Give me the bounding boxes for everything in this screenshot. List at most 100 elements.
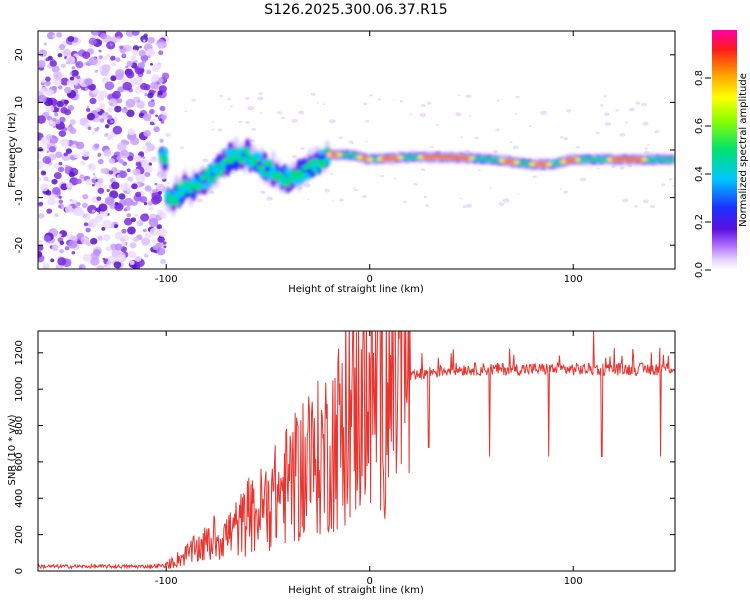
noise-speckle	[88, 57, 98, 66]
noise-speckle	[654, 130, 660, 134]
noise-speckle	[104, 185, 108, 189]
noise-speckle	[226, 97, 232, 101]
noise-speckle	[142, 145, 146, 150]
noise-speckle	[101, 64, 111, 73]
noise-speckle	[133, 155, 142, 163]
noise-speckle	[141, 159, 150, 167]
noise-speckle	[73, 152, 80, 159]
noise-speckle	[517, 193, 520, 195]
noise-speckle	[512, 145, 519, 150]
ridge-blob	[324, 147, 331, 152]
ridge-blob	[247, 156, 254, 161]
noise-speckle	[97, 235, 104, 241]
noise-speckle	[58, 233, 62, 237]
noise-speckle	[65, 55, 76, 65]
noise-speckle	[126, 168, 131, 173]
noise-speckle	[160, 114, 167, 121]
noise-speckle	[159, 105, 166, 112]
colorbar-tick-label: 0.6	[694, 118, 705, 134]
noise-speckle	[144, 171, 151, 178]
noise-speckle	[142, 113, 152, 122]
noise-speckle	[116, 156, 122, 161]
noise-speckle	[421, 103, 426, 107]
noise-speckle	[509, 140, 513, 143]
ridge-blob	[318, 149, 325, 156]
noise-speckle	[64, 109, 72, 116]
noise-speckle	[51, 85, 57, 91]
ridge-hot	[570, 158, 576, 161]
spectrogram-noise	[38, 31, 675, 269]
noise-speckle	[144, 232, 152, 239]
noise-speckle	[496, 99, 500, 102]
noise-speckle	[108, 98, 118, 107]
noise-speckle	[127, 250, 137, 259]
noise-speckle	[532, 175, 537, 178]
noise-speckle	[622, 198, 629, 203]
noise-speckle	[110, 119, 114, 123]
noise-speckle	[69, 76, 75, 81]
noise-speckle	[155, 114, 159, 118]
noise-speckle	[399, 100, 404, 103]
ridge-blob	[284, 181, 291, 187]
noise-speckle	[53, 162, 60, 169]
noise-speckle	[604, 112, 610, 116]
noise-speckle	[119, 149, 130, 159]
noise-speckle	[145, 48, 156, 58]
noise-speckle	[63, 152, 68, 157]
noise-speckle	[154, 182, 158, 186]
noise-speckle	[51, 178, 58, 185]
noise-speckle	[54, 112, 59, 117]
noise-speckle	[45, 89, 54, 97]
noise-speckle	[219, 94, 223, 97]
noise-speckle	[71, 66, 76, 70]
noise-speckle	[95, 107, 101, 112]
noise-speckle	[111, 181, 120, 190]
noise-speckle	[126, 109, 135, 118]
noise-speckle	[157, 62, 161, 66]
noise-speckle	[86, 105, 90, 109]
noise-speckle	[79, 265, 83, 269]
noise-speckle	[156, 224, 162, 230]
noise-speckle	[38, 201, 44, 206]
noise-speckle	[117, 86, 125, 93]
chart-title: S126.2025.300.06.37.R15	[264, 2, 447, 18]
noise-speckle	[642, 199, 649, 204]
noise-speckle	[116, 142, 127, 151]
noise-speckle	[91, 209, 96, 213]
noise-speckle	[291, 118, 298, 123]
noise-speckle	[38, 239, 43, 244]
ridge-blob	[230, 155, 237, 161]
ridge-blob	[178, 191, 186, 197]
noise-speckle	[300, 147, 305, 150]
noise-speckle	[160, 120, 165, 124]
noise-speckle	[141, 237, 151, 246]
ridge-blob	[238, 158, 246, 164]
noise-speckle	[123, 217, 133, 226]
noise-speckle	[119, 45, 124, 50]
noise-speckle	[97, 177, 104, 184]
noise-speckle	[103, 234, 111, 241]
noise-speckle	[474, 136, 479, 140]
noise-speckle	[156, 247, 166, 256]
noise-speckle	[88, 218, 99, 228]
ridge-blob	[261, 171, 268, 177]
noise-speckle	[131, 183, 138, 190]
noise-speckle	[67, 125, 74, 132]
noise-speckle	[46, 134, 53, 140]
noise-speckle	[575, 145, 580, 149]
noise-speckle	[281, 116, 286, 120]
noise-speckle	[82, 253, 92, 263]
noise-speckle	[143, 84, 151, 91]
noise-speckle	[495, 128, 500, 132]
ridge-blob	[287, 176, 294, 183]
noise-speckle	[142, 228, 147, 233]
noise-speckle	[68, 171, 76, 178]
noise-speckle	[149, 227, 159, 236]
noise-speckle	[74, 82, 78, 86]
noise-speckle	[103, 55, 108, 60]
noise-speckle	[114, 231, 124, 240]
noise-speckle	[277, 111, 283, 115]
noise-speckle	[459, 197, 463, 200]
